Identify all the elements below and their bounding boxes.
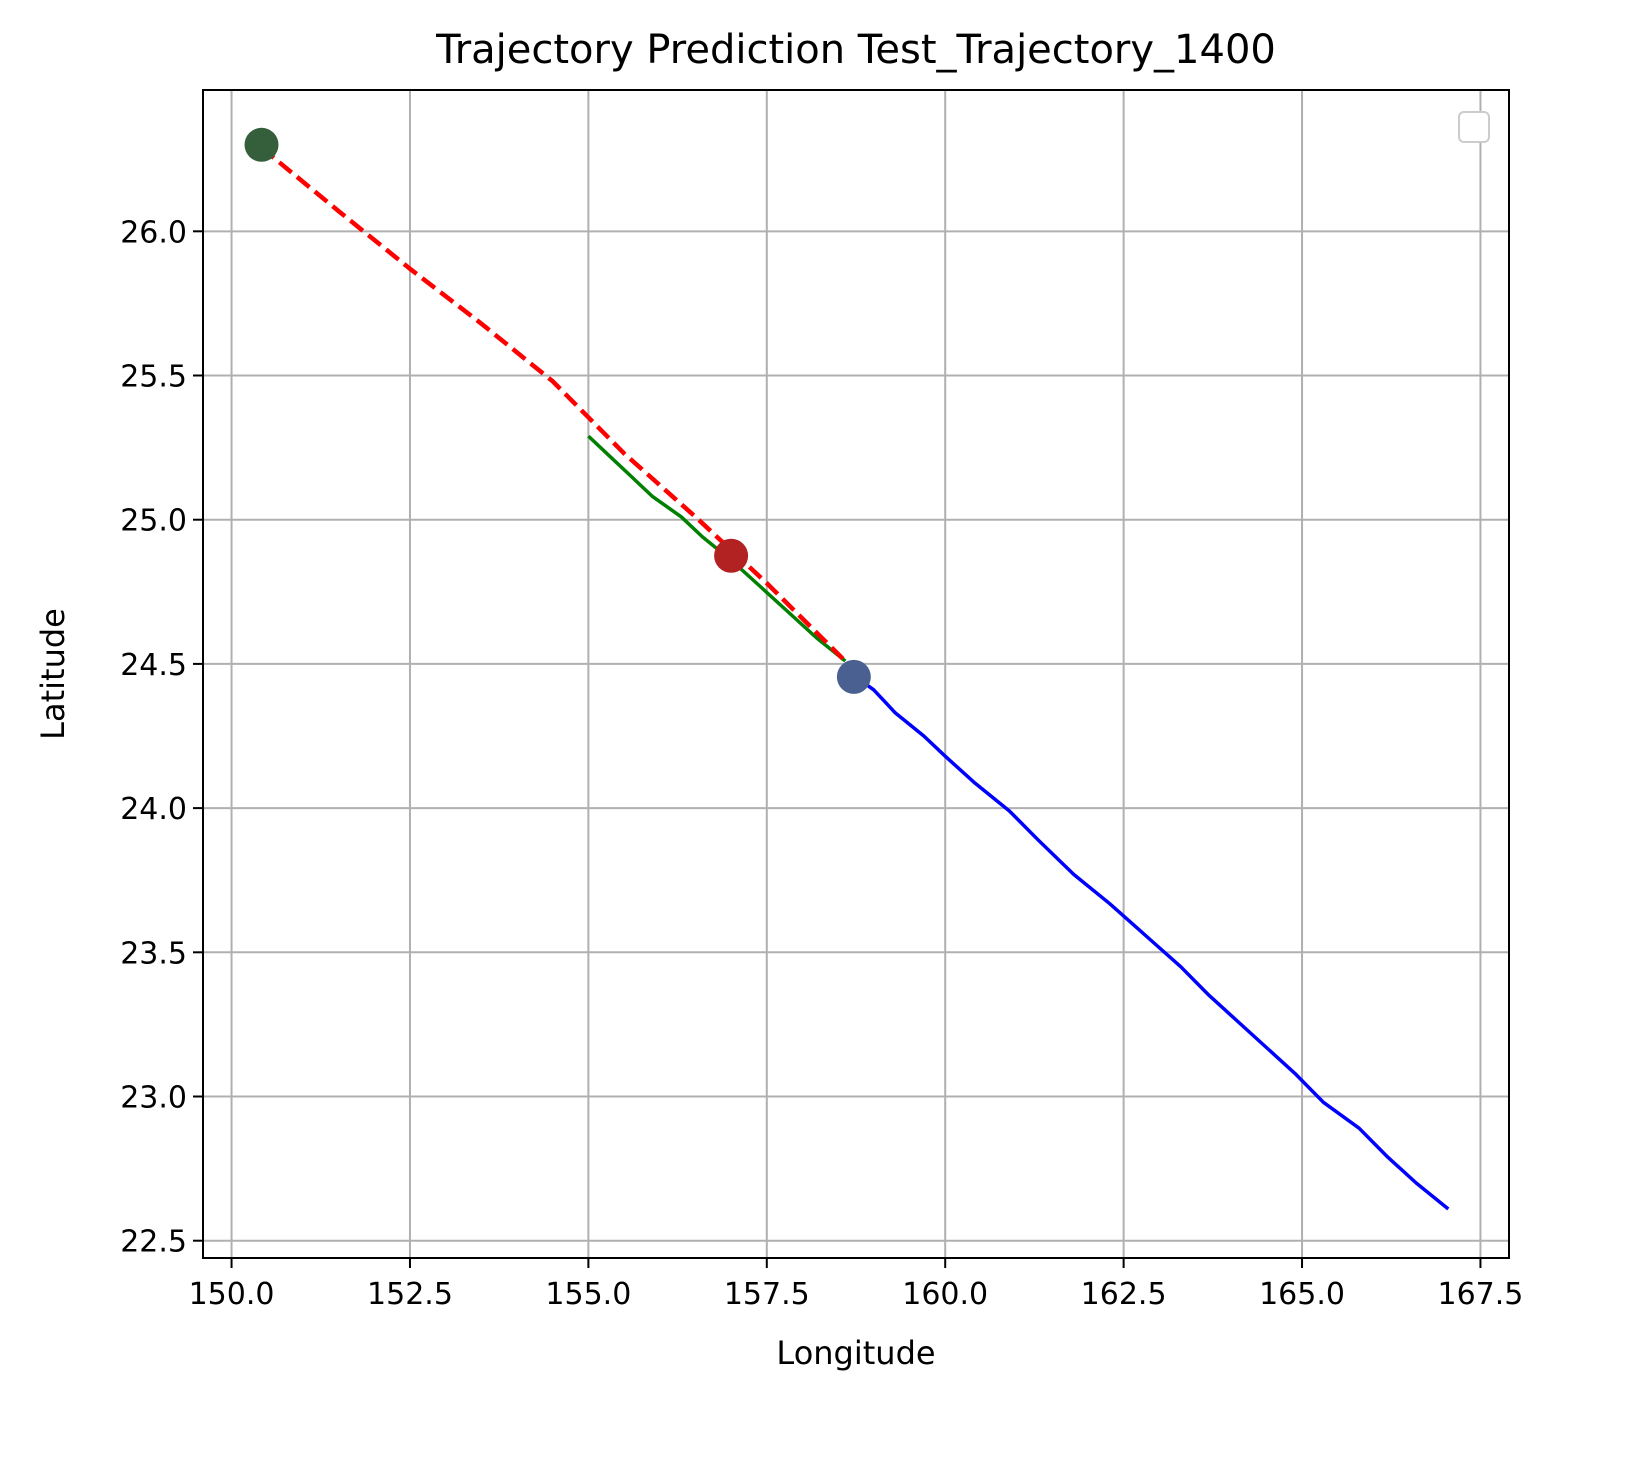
x-axis-label: Longitude — [776, 1334, 935, 1372]
y-tick-label: 23.0 — [120, 1080, 187, 1115]
chart-title: Trajectory Prediction Test_Trajectory_14… — [435, 27, 1276, 73]
x-axis-ticks: 150.0 152.5 155.0 157.5 160.0 162.5 165.0 167.5 — [189, 1258, 1524, 1312]
y-tick-label: 26.0 — [120, 215, 187, 250]
x-tick-label: 152.5 — [367, 1277, 453, 1312]
predicted-point-marker — [714, 538, 749, 573]
y-axis-label: Latitude — [34, 608, 72, 740]
plot-frame — [202, 89, 1510, 1259]
start-point-marker — [244, 127, 279, 162]
y-tick-label: 24.5 — [120, 648, 187, 683]
x-tick-label: 157.5 — [724, 1277, 810, 1312]
x-tick-label: 165.0 — [1259, 1277, 1345, 1312]
x-tick-label: 150.0 — [189, 1277, 275, 1312]
x-tick-label: 167.5 — [1438, 1277, 1524, 1312]
x-tick-label: 160.0 — [902, 1277, 988, 1312]
y-tick-label: 23.5 — [120, 936, 187, 971]
current-point-marker — [836, 659, 871, 694]
x-tick-label: 155.0 — [545, 1277, 631, 1312]
blue-solid-series-line — [852, 673, 1450, 1211]
y-axis-ticks: 22.5 23.0 23.5 24.0 24.5 25.0 25.5 26.0 — [120, 215, 203, 1260]
y-tick-label: 25.5 — [120, 360, 187, 395]
green-solid-series-line — [587, 434, 847, 663]
x-tick-label: 162.5 — [1081, 1277, 1167, 1312]
marker-layer — [244, 127, 871, 694]
legend-box — [1458, 111, 1490, 143]
y-tick-label: 25.0 — [120, 504, 187, 539]
y-tick-label: 24.0 — [120, 792, 187, 827]
y-tick-label: 22.5 — [120, 1225, 187, 1260]
